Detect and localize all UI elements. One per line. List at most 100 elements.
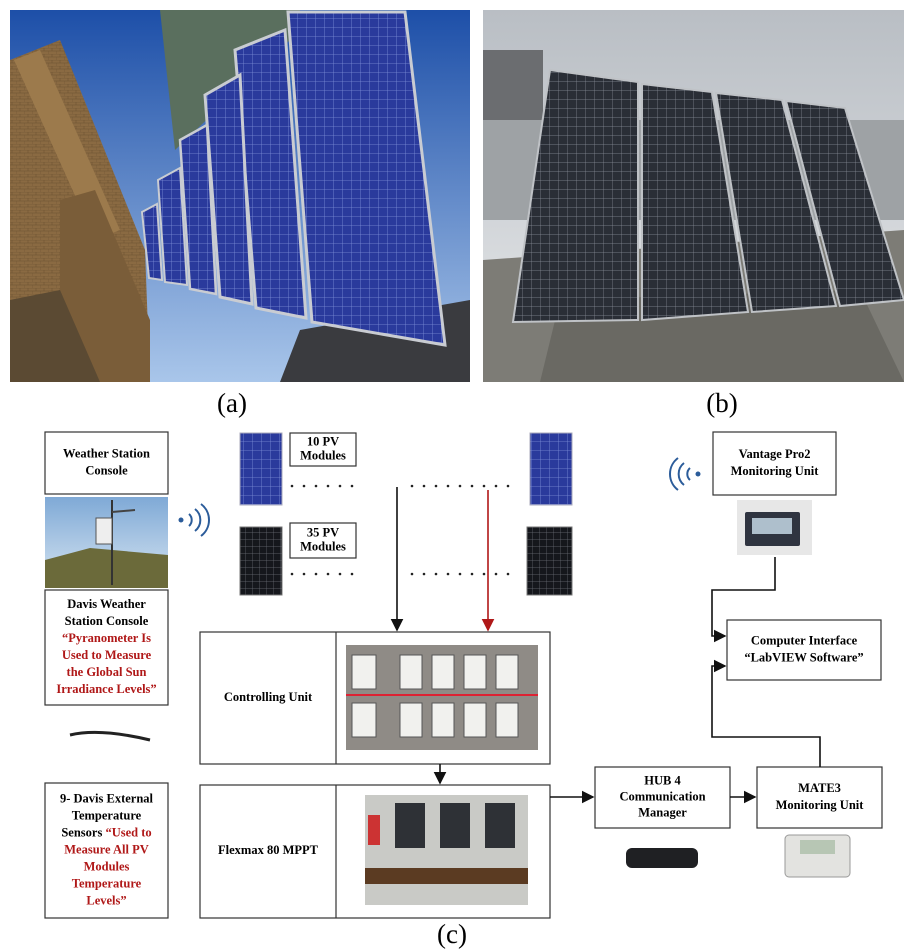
connectors-part <box>711 659 821 767</box>
box-label-text: Sensors <box>61 825 105 839</box>
diagram-boxes-part <box>756 766 883 829</box>
diagram-pictures-part-part <box>399 702 423 738</box>
connectors-part-part-part <box>302 484 306 488</box>
diagram-pictures-part <box>529 432 573 506</box>
connectors-part-part-part <box>338 484 342 488</box>
box-label-text: Irradiance Levels” <box>56 682 156 696</box>
connectors-part-part-part <box>350 572 354 576</box>
box-label-line: Modules <box>300 539 346 553</box>
connectors-part-part-part <box>326 572 330 576</box>
box-label-line: Modules <box>84 859 130 873</box>
diagram-pictures-part <box>368 815 380 845</box>
connectors-part-part-part <box>290 572 294 576</box>
diagram-pictures-part-part <box>686 467 691 481</box>
connectors-part-part-part <box>506 572 510 576</box>
connectors-part-part-part <box>326 484 330 488</box>
diagram-pictures <box>45 432 851 905</box>
box-label-line: Computer Interface <box>751 633 858 647</box>
box-label-line: Communication <box>619 789 705 803</box>
caption-c: (c) <box>437 919 467 949</box>
connectors-part-part-part <box>314 484 318 488</box>
connectors-part-part-part <box>314 572 318 576</box>
connectors-part-part-part <box>410 484 414 488</box>
box-label-text: Flexmax 80 MPPT <box>218 843 319 857</box>
connectors-part <box>711 557 776 643</box>
box-label-text: HUB 4 <box>644 773 681 787</box>
diagram-pictures-part <box>800 840 835 854</box>
connectors-part-part-part <box>350 484 354 488</box>
photo-a-part <box>286 10 447 347</box>
box-label-line: Sensors “Used to <box>61 825 151 839</box>
diagram-pictures-part-part <box>485 803 515 848</box>
diagram-pictures-part <box>365 868 528 884</box>
connectors-part-part-part <box>446 572 450 576</box>
box-label-line: Measure All PV <box>64 842 148 856</box>
box-label-text: Modules <box>84 859 130 873</box>
box-label-line: “LabVIEW Software” <box>744 650 863 664</box>
box-label-line: Weather Station <box>63 446 150 460</box>
box-label-text: Levels” <box>86 893 126 907</box>
diagram-pictures-part-part <box>440 803 470 848</box>
diagram-pictures-part <box>239 432 283 506</box>
box-label-line: the Global Sun <box>67 665 147 679</box>
diagram-boxes-part <box>712 431 837 496</box>
box-label-text: “Used to <box>105 825 151 839</box>
connectors-part-part-part <box>494 484 498 488</box>
photo-b-part <box>511 68 639 324</box>
diagram-boxes-part <box>44 782 169 919</box>
box-label-line: Irradiance Levels” <box>56 682 156 696</box>
diagram-pictures-part-part <box>431 654 455 690</box>
connectors-part-part-part <box>482 484 486 488</box>
diagram-boxes-part <box>44 589 169 706</box>
box-label-text: 35 PV <box>307 525 339 539</box>
box-label-line: 9- Davis External <box>60 791 154 805</box>
diagram-pictures-part <box>752 518 792 534</box>
photo-a-part <box>60 190 150 382</box>
box-label-text: Davis Weather <box>67 597 146 611</box>
caption-a: (a) <box>217 388 247 418</box>
box-label-text: Modules <box>300 539 346 553</box>
diagram-pictures-part <box>95 517 113 545</box>
connectors-part-part-part <box>302 572 306 576</box>
box-label-text: Temperature <box>72 808 142 822</box>
box-label-line: MATE3 <box>798 781 841 795</box>
box-label-line: Flexmax 80 MPPT <box>218 843 319 857</box>
box-label-line: Davis Weather <box>67 597 146 611</box>
box-label-line: Vantage Pro2 <box>739 447 811 461</box>
box-label-text: Used to Measure <box>62 648 152 662</box>
diagram-pictures-part-part <box>669 457 679 491</box>
diagram-boxes-part <box>289 432 357 467</box>
connectors-part-part <box>290 572 510 576</box>
box-label-text: Communication <box>619 789 705 803</box>
box-label-line: 10 PV <box>307 434 339 448</box>
box-label-line: Temperature <box>72 808 142 822</box>
diagram-pictures-part-part <box>194 508 202 532</box>
diagram-pictures-part-part <box>463 702 487 738</box>
diagram-pictures-part-part <box>395 803 425 848</box>
diagram-boxes-part <box>726 619 882 681</box>
connectors-part <box>290 484 510 576</box>
diagram-pictures-part-part <box>200 503 210 537</box>
diagram-pictures-part-part <box>351 702 377 738</box>
box-label-text: 10 PV <box>307 434 339 448</box>
diagram-pictures-part <box>69 730 151 742</box>
diagram-pictures-part-part <box>495 654 519 690</box>
connectors-part-part-part <box>470 484 474 488</box>
diagram-pictures-part <box>178 517 184 523</box>
diagram-pictures-part <box>395 803 515 848</box>
connectors-part-part-part <box>470 572 474 576</box>
diagram-pictures-part <box>188 457 691 537</box>
connectors-part-part-part <box>422 572 426 576</box>
connectors-part-part-part <box>434 484 438 488</box>
photo-a-part <box>156 166 189 287</box>
box-label-line: Station Console <box>65 614 149 628</box>
photo-b <box>483 10 904 382</box>
diagram-pictures-part <box>526 526 573 596</box>
diagram-pictures-part-part <box>677 462 685 486</box>
photo-a <box>10 10 470 382</box>
caption-b: (b) <box>706 388 737 418</box>
diagram-pictures-part <box>695 471 701 477</box>
connectors-part-part-part <box>446 484 450 488</box>
